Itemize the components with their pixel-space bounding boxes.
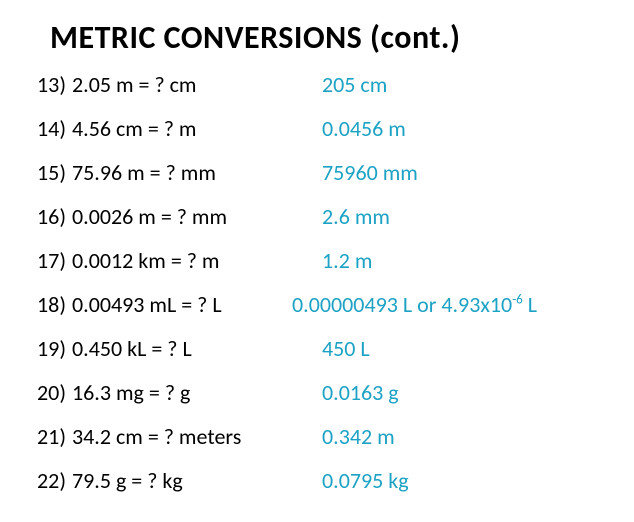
list-item: 17) 0.0012 km = ? m 1.2 m <box>22 247 634 291</box>
list-item: 19) 0.450 kL = ? L 450 L <box>22 335 634 379</box>
item-number: 20) <box>22 379 72 406</box>
page-title: METRIC CONVERSIONS (cont.) <box>0 0 634 71</box>
item-question: 4.56 cm = ? m <box>72 115 322 142</box>
item-number: 14) <box>22 115 72 142</box>
item-question: 34.2 cm = ? meters <box>72 423 322 450</box>
item-number: 22) <box>22 467 72 494</box>
conversion-list: 13) 2.05 m = ? cm 205 cm 14) 4.56 cm = ?… <box>0 71 634 511</box>
answer-suffix: L <box>523 291 537 318</box>
item-number: 18) <box>22 291 72 318</box>
item-number: 21) <box>22 423 72 450</box>
answer-prefix: 0.00000493 L or 4.93x10 <box>292 291 512 318</box>
item-question: 0.450 kL = ? L <box>72 335 322 362</box>
list-item: 13) 2.05 m = ? cm 205 cm <box>22 71 634 115</box>
item-answer: 0.0795 kg <box>322 467 409 494</box>
item-answer: 450 L <box>322 335 370 362</box>
list-item: 16) 0.0026 m = ? mm 2.6 mm <box>22 203 634 247</box>
item-number: 19) <box>22 335 72 362</box>
item-question: 0.0012 km = ? m <box>72 247 322 274</box>
item-number: 13) <box>22 71 72 98</box>
item-answer: 0.342 m <box>322 423 395 450</box>
list-item: 15) 75.96 m = ? mm 75960 mm <box>22 159 634 203</box>
list-item: 22) 79.5 g = ? kg 0.0795 kg <box>22 467 634 511</box>
item-answer: 75960 mm <box>322 159 418 186</box>
list-item: 21) 34.2 cm = ? meters 0.342 m <box>22 423 634 467</box>
item-question: 2.05 m = ? cm <box>72 71 322 98</box>
item-answer: 205 cm <box>322 71 387 98</box>
item-question: 16.3 mg = ? g <box>72 379 322 406</box>
item-number: 17) <box>22 247 72 274</box>
item-question: 0.0026 m = ? mm <box>72 203 322 230</box>
item-question: 75.96 m = ? mm <box>72 159 322 186</box>
answer-sup: -6 <box>512 293 523 308</box>
item-answer: 1.2 m <box>322 247 372 274</box>
item-question: 0.00493 mL = ? L <box>72 291 322 318</box>
item-answer: 0.0163 g <box>322 379 399 406</box>
list-item: 20) 16.3 mg = ? g 0.0163 g <box>22 379 634 423</box>
list-item: 14) 4.56 cm = ? m 0.0456 m <box>22 115 634 159</box>
item-question: 79.5 g = ? kg <box>72 467 322 494</box>
item-number: 15) <box>22 159 72 186</box>
item-number: 16) <box>22 203 72 230</box>
item-answer: 0.00000493 L or 4.93x10-6 L <box>292 291 537 318</box>
item-answer: 0.0456 m <box>322 115 406 142</box>
item-answer: 2.6 mm <box>322 203 390 230</box>
list-item: 18) 0.00493 mL = ? L 0.00000493 L or 4.9… <box>22 291 634 335</box>
